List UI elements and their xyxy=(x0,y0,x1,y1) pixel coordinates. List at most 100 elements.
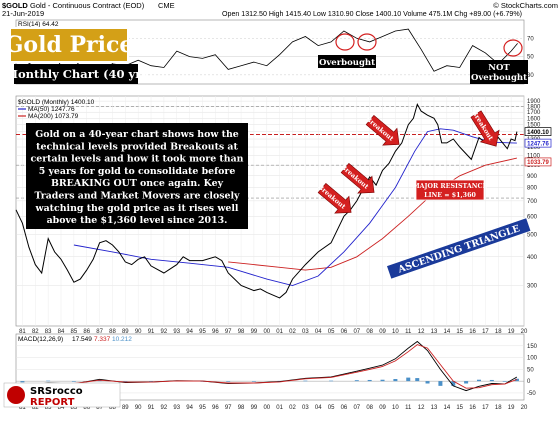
x-tick-label-bottom: 95 xyxy=(199,405,206,411)
chart-exchange: CME xyxy=(158,1,175,10)
x-tick-label: 13 xyxy=(431,329,438,335)
x-tick-label-bottom: 18 xyxy=(495,405,502,411)
x-tick-label-bottom: 06 xyxy=(341,405,348,411)
macd-histogram-bar xyxy=(354,380,359,382)
logo-mark xyxy=(7,386,25,404)
logo-text-1: SRSrocco xyxy=(30,386,83,397)
macd-histogram-bar xyxy=(476,379,481,382)
title-box xyxy=(9,27,129,63)
annotation-body: Gold on a 40-year chart shows how thetec… xyxy=(31,129,244,226)
macd-histogram-bar xyxy=(303,380,308,382)
annotation-line: Gold on a 40-year chart shows how the xyxy=(35,129,239,140)
macd-legend-signal: 7.337 xyxy=(94,336,111,343)
rsi-legend: RSI(14) 64.42 xyxy=(18,21,59,28)
annotation-line: above the $1,360 level since 2013. xyxy=(47,215,228,226)
price-tick-label: 300 xyxy=(527,283,538,289)
x-tick-label: 81 xyxy=(19,329,26,335)
macd-histogram-bar xyxy=(329,380,334,382)
x-tick-label-bottom: 88 xyxy=(109,405,116,411)
x-tick-label: 96 xyxy=(212,329,219,335)
x-tick-label-bottom: 92 xyxy=(161,405,168,411)
annotation-line: technical levels provided Breakouts at xyxy=(36,141,238,152)
x-tick-label-bottom: 14 xyxy=(443,405,450,411)
overbought-circle-1 xyxy=(335,33,355,51)
x-tick-label: 97 xyxy=(225,329,232,335)
chart-date: 21-Jun-2019 xyxy=(2,9,44,18)
x-tick-label-bottom: 89 xyxy=(122,405,129,411)
rsi-tick-label: 30 xyxy=(527,73,534,79)
title-text: Gold Price xyxy=(5,32,134,58)
macd-histogram-bar xyxy=(514,378,519,382)
x-tick-label-bottom: 17 xyxy=(482,405,489,411)
price-tick-label: 1600 xyxy=(527,116,541,122)
subtitle-text: Monthly Chart (40 yr) xyxy=(5,67,146,81)
macd-histogram-bar xyxy=(489,379,494,382)
x-tick-label-bottom: 83 xyxy=(45,405,52,411)
x-tick-label: 92 xyxy=(161,329,168,335)
x-tick-label-bottom: 00 xyxy=(263,405,270,411)
x-tick-label-bottom: 19 xyxy=(508,405,515,411)
macd-legend-macd: 17.549 xyxy=(72,336,92,343)
x-tick-label: 90 xyxy=(135,329,142,335)
macd-histogram-bar xyxy=(425,381,430,384)
price-tick-label: 900 xyxy=(527,174,538,180)
x-tick-label: 06 xyxy=(341,329,348,335)
annotation-line: 5 years for gold to consolidate before xyxy=(39,166,236,177)
x-tick-label: 11 xyxy=(405,329,412,335)
logo-text-2: REPORT xyxy=(30,397,75,408)
price-line xyxy=(15,102,518,299)
macd-histogram-bar xyxy=(406,377,411,382)
x-tick-label: 94 xyxy=(186,329,193,335)
price-tick-label: 1700 xyxy=(527,110,541,116)
x-tick-label: 83 xyxy=(45,329,52,335)
macd-tick-label: -50 xyxy=(527,391,536,397)
x-tick-label-bottom: 16 xyxy=(469,405,476,411)
x-tick-label: 09 xyxy=(379,329,386,335)
x-tick-label-bottom: 11 xyxy=(405,405,412,411)
rsi-tick-label: 50 xyxy=(527,55,534,61)
ma50-legend: MA(50) 1247.76 xyxy=(28,106,75,113)
x-tick-label-bottom: 12 xyxy=(418,405,425,411)
level-marker-box xyxy=(524,157,552,167)
price-tick-label: 1800 xyxy=(527,105,541,111)
not-overbought-circle xyxy=(503,39,523,57)
x-tick-label: 88 xyxy=(109,329,116,335)
x-tick-label-bottom: 03 xyxy=(302,405,309,411)
macd-histogram-bar xyxy=(451,381,456,386)
price-tick-label: 400 xyxy=(527,255,538,261)
macd-histogram-bar xyxy=(502,381,507,382)
resistance-label-1: MAJOR RESISTANCE xyxy=(413,183,488,190)
level-marker-box xyxy=(524,127,552,136)
price-level-markers: 1400.10 1247.76 1033.79 xyxy=(524,127,552,167)
price-legend: $GOLD (Monthly) 1400.10 xyxy=(18,99,95,106)
x-tick-label: 82 xyxy=(32,329,39,335)
price-tick-label: 1500 xyxy=(527,123,541,129)
x-tick-label-bottom: 13 xyxy=(431,405,438,411)
level-marker-label: 1033.79 xyxy=(527,160,549,166)
x-tick-label-bottom: 02 xyxy=(289,405,296,411)
price-tick-label: 1100 xyxy=(527,154,541,160)
macd-histogram-bar xyxy=(438,381,443,386)
x-tick-label-bottom: 09 xyxy=(379,405,386,411)
x-tick-label: 95 xyxy=(199,329,206,335)
price-tick-label: 500 xyxy=(527,232,538,238)
x-tick-label-bottom: 85 xyxy=(71,405,78,411)
x-tick-label: 01 xyxy=(276,329,283,335)
macd-histogram-bar xyxy=(367,379,372,382)
x-axis-macd: 81 82 83 84 85 86 87 88 89 90 91 92 93 94 95 96 97 98 99 00… xyxy=(19,405,528,411)
macd-legend-name: MACD(12,26,9) xyxy=(18,336,63,343)
x-tick-label-bottom: 86 xyxy=(83,405,90,411)
macd-legend-hist: 10.212 xyxy=(112,336,132,343)
macd-histogram-bar xyxy=(251,381,256,382)
level-marker-label: 1400.10 xyxy=(527,130,549,136)
macd-tick-label: 50 xyxy=(527,367,534,373)
rsi-tick-label: 70 xyxy=(527,36,534,42)
x-tick-label: 89 xyxy=(122,329,129,335)
macd-tick-label: 0 xyxy=(527,379,531,385)
x-tick-label-bottom: 96 xyxy=(212,405,219,411)
macd-tick-label: 150 xyxy=(527,344,538,350)
ma50-line xyxy=(73,128,517,286)
annotation-line: Traders and Market Movers are closely xyxy=(34,191,240,202)
macd-histogram-bar xyxy=(415,378,420,382)
